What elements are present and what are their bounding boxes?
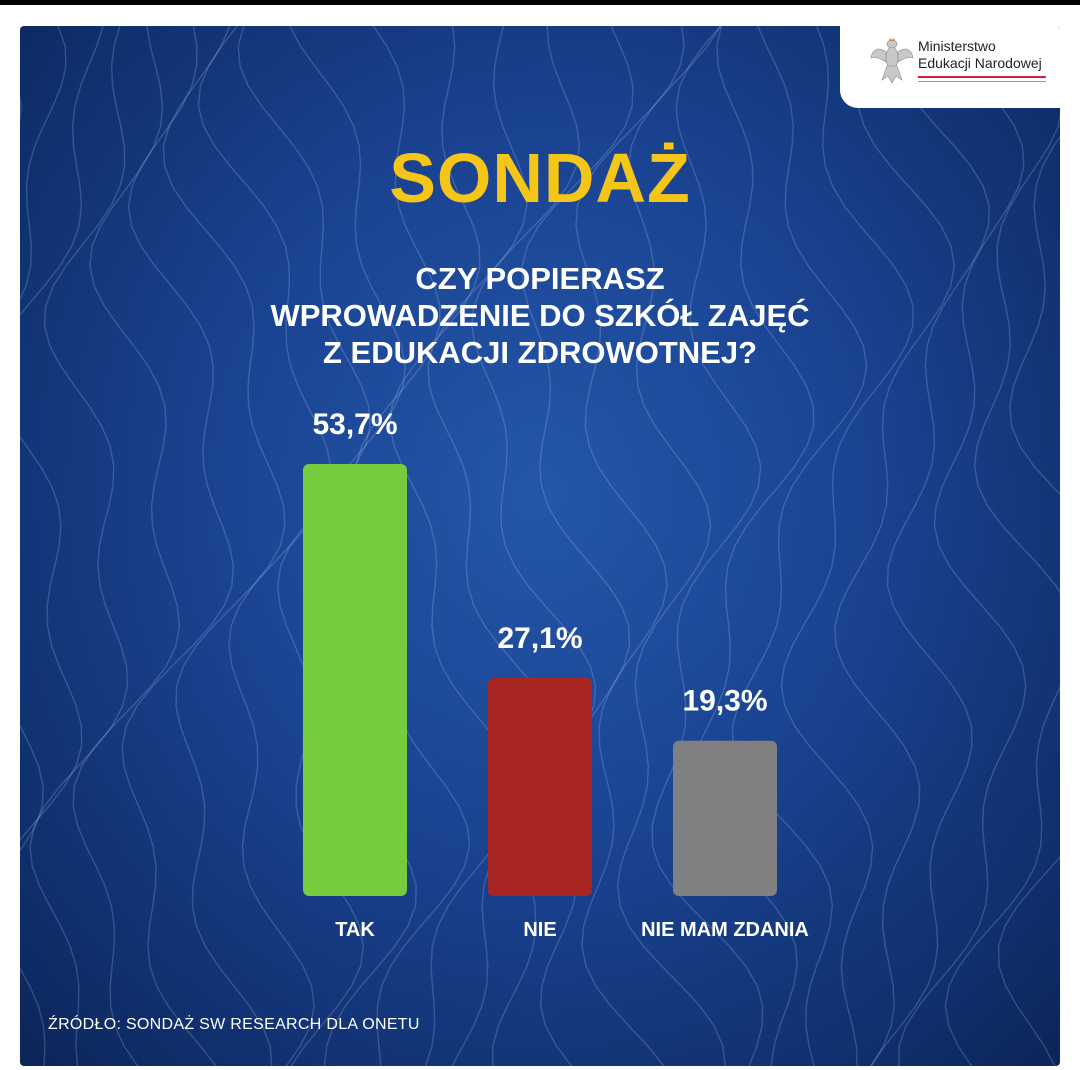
bar-tak [303, 464, 407, 896]
bar-value-label: 53,7% [312, 408, 397, 441]
contour-line [471, 26, 597, 1066]
logo-grey-line [918, 81, 1046, 82]
contour-line [121, 26, 235, 1066]
contour-line [780, 26, 914, 1066]
bar-chart: 53,7% TAK 27,1% NIE 19,3% NIE MAM ZDANIA [303, 408, 809, 941]
logo-red-line [918, 76, 1046, 78]
question-line-1: CZY POPIERASZ [415, 261, 665, 296]
ministry-logo: Ministerstwo Edukacji Narodowej [840, 26, 1060, 108]
question-line-3: Z EDUKACJI ZDROWOTNEJ? [323, 335, 757, 370]
poll-card: Ministerstwo Edukacji Narodowej SONDAŻ C… [20, 26, 1060, 1066]
ministry-name-line-2: Edukacji Narodowej [918, 55, 1042, 71]
poll-question: CZY POPIERASZ WPROWADZENIE DO SZKÓŁ ZAJĘ… [20, 260, 1060, 371]
contour-line [731, 26, 868, 1066]
contour-line [72, 26, 181, 1066]
contour-line [869, 26, 990, 1066]
contour-line [29, 26, 129, 1066]
question-line-2: WPROWADZENIE DO SZKÓŁ ZAJĘĆ [270, 298, 810, 333]
contour-line [162, 26, 286, 1066]
background-wave-pattern [20, 26, 1060, 1066]
contour-line [20, 26, 104, 1066]
category-label: NIE MAM ZDANIA [641, 919, 809, 941]
category-label: NIE [523, 919, 556, 941]
source-note: ŹRÓDŁO: SONDAŻ SW RESEARCH DLA ONETU [48, 1016, 420, 1033]
bar-value-label: 27,1% [497, 622, 582, 655]
contour-line [651, 26, 764, 1066]
eagle-emblem-icon [870, 38, 914, 84]
bar-nie [488, 677, 592, 896]
contour-line [521, 26, 634, 1066]
ministry-name: Ministerstwo Edukacji Narodowej [918, 38, 1042, 72]
contour-line [575, 26, 685, 1066]
poll-title: SONDAŻ [389, 139, 691, 217]
contour-line [834, 26, 956, 1066]
category-label: TAK [335, 919, 375, 941]
top-border [0, 0, 1080, 5]
contour-line [687, 26, 815, 1066]
contour-line [237, 26, 371, 1066]
contour-line [898, 26, 1027, 1066]
contour-line [944, 26, 1060, 1066]
bar-value-label: 19,3% [682, 685, 767, 718]
contour-line [20, 26, 67, 852]
contour-line [616, 26, 726, 1066]
contour-line [427, 26, 561, 1066]
ministry-name-line-1: Ministerstwo [918, 38, 996, 54]
contour-line [997, 135, 1060, 1066]
contour-line [197, 26, 332, 1066]
bar-nie-mam-zdania [673, 740, 777, 896]
contour-line [389, 26, 519, 1066]
